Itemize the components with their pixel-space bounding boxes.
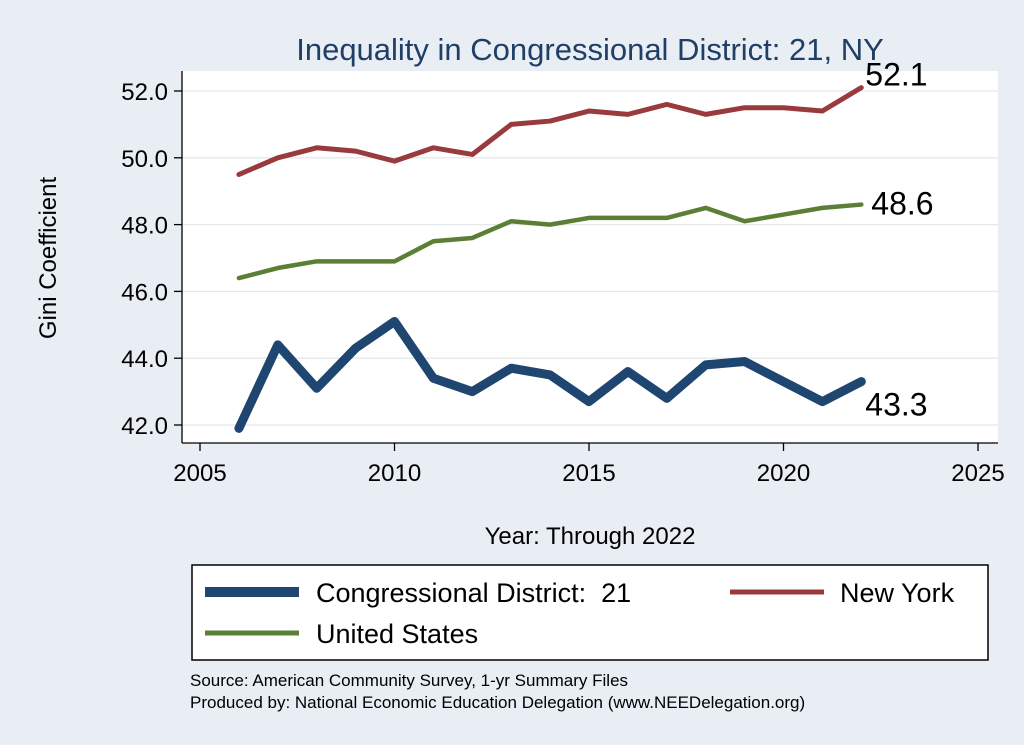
chart-title: Inequality in Congressional District: 21… (296, 32, 884, 67)
end-value-label: 52.1 (865, 57, 927, 93)
x-tick-label: 2015 (562, 460, 615, 487)
legend-label-united-states: United States (316, 619, 478, 649)
y-tick-label: 52.0 (121, 79, 168, 106)
legend: Congressional District: 21 New York Unit… (191, 564, 989, 661)
x-tick-label: 2025 (951, 460, 1004, 487)
y-tick-label: 46.0 (121, 279, 168, 306)
produced-by-note: Produced by: National Economic Education… (190, 693, 805, 712)
y-tick-label: 50.0 (121, 146, 168, 173)
series-line (236, 202, 864, 281)
y-tick-label: 44.0 (121, 346, 168, 373)
x-axis-label: Year: Through 2022 (485, 523, 696, 550)
y-axis-label: Gini Coefficient (35, 177, 62, 340)
y-tick-label: 42.0 (121, 413, 168, 440)
series-lines (234, 85, 866, 433)
axes: 42.0 44.0 46.0 48.0 50.0 52.0 2005 2010 2015 2020… (121, 71, 1005, 487)
gridlines (182, 90, 998, 426)
series-line (234, 316, 866, 433)
end-value-label: 43.3 (865, 387, 927, 423)
legend-label-district: Congressional District: 21 (316, 578, 631, 608)
series-line (236, 85, 864, 177)
y-tick-label: 48.0 (121, 213, 168, 240)
source-note: Source: American Community Survey, 1-yr … (190, 671, 628, 690)
x-tick-label: 2005 (173, 460, 226, 487)
end-labels: 43.3 52.1 48.6 (865, 57, 933, 423)
x-tick-label: 2020 (757, 460, 810, 487)
x-tick-label: 2010 (368, 460, 421, 487)
legend-box (191, 564, 989, 661)
end-value-label: 48.6 (871, 186, 933, 222)
legend-label-new-york: New York (840, 578, 955, 608)
